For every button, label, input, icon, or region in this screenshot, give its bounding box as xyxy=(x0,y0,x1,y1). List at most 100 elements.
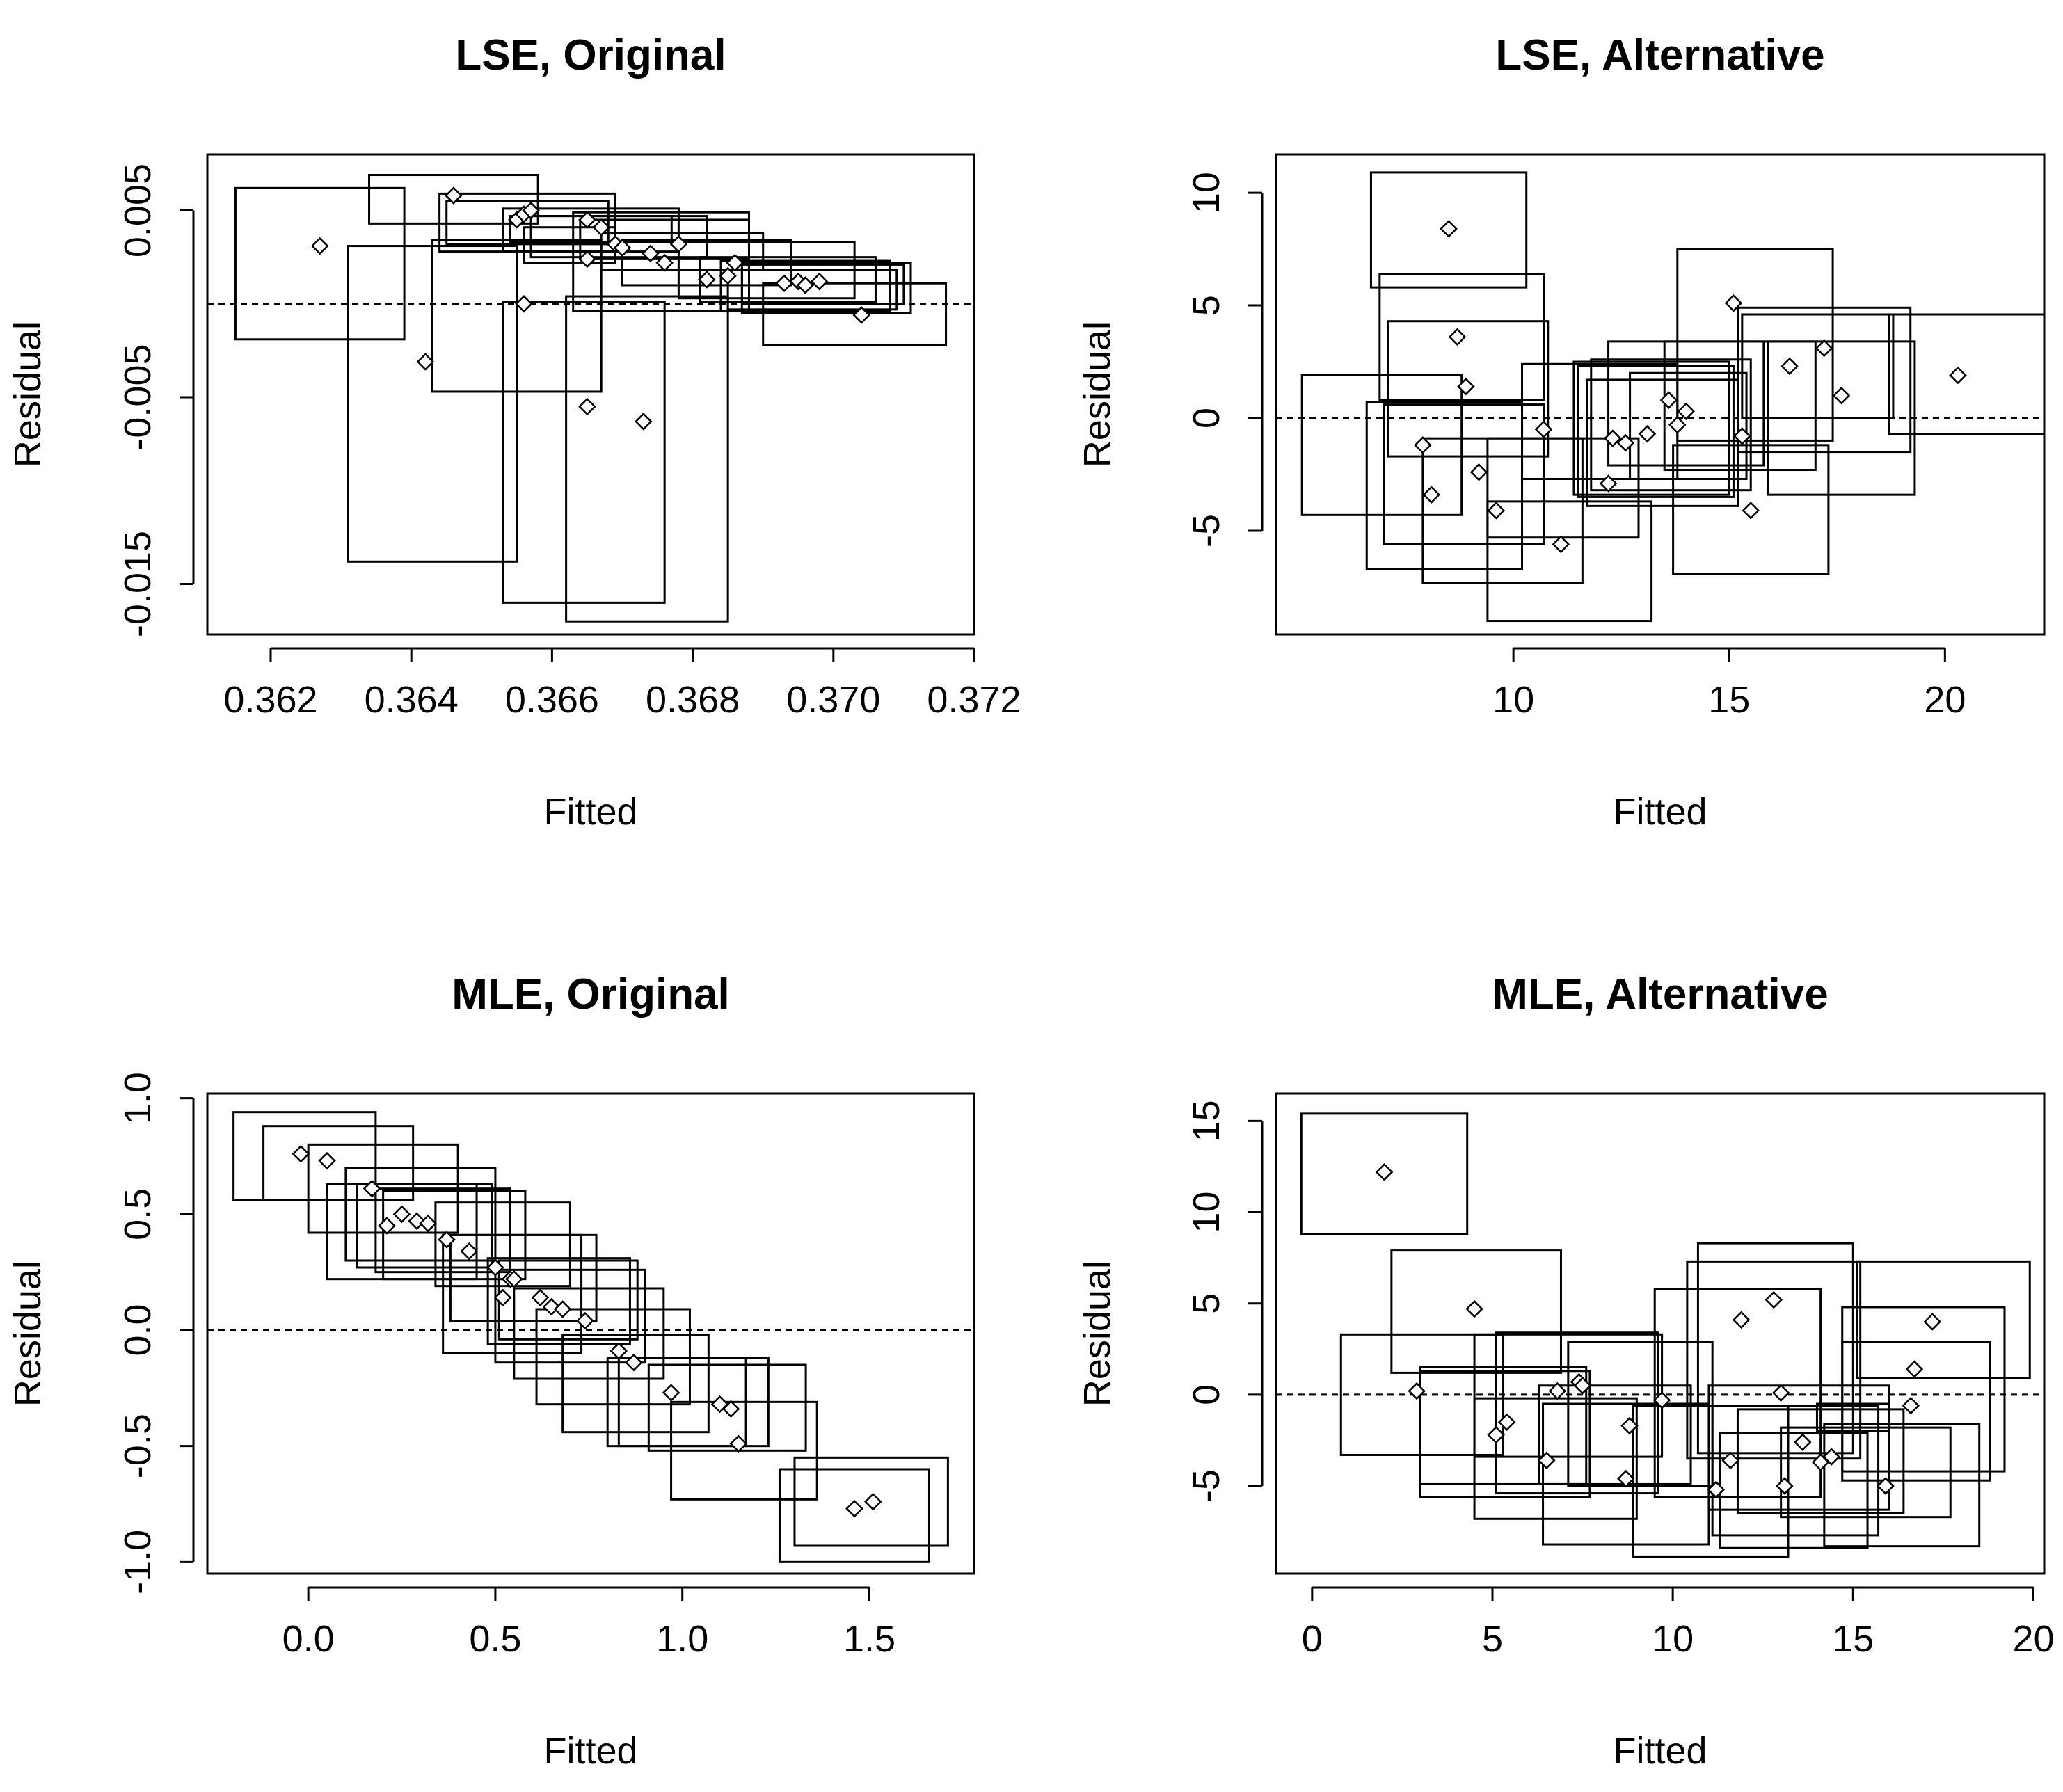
x-tick-label: 10 xyxy=(1652,1618,1694,1660)
panel-2: LSE, Alternative Fitted Residual 10 15 20 10 5 0… xyxy=(1076,31,2046,833)
data-rectangle xyxy=(1672,444,1830,575)
y-axis-label: Residual xyxy=(1076,1261,1118,1407)
data-rectangle xyxy=(1521,362,1679,480)
x-tick-label: 0 xyxy=(1302,1618,1323,1660)
data-rectangle xyxy=(368,174,539,225)
data-rectangle xyxy=(1676,248,1834,442)
data-point xyxy=(522,201,540,220)
data-point xyxy=(1408,1382,1426,1400)
data-rectangle xyxy=(1383,403,1545,545)
data-rectangle xyxy=(1369,171,1528,289)
data-point xyxy=(1765,1290,1783,1309)
x-tick-label: 0.370 xyxy=(786,679,880,721)
data-point xyxy=(408,1212,426,1231)
data-point xyxy=(1771,1384,1790,1402)
data-point xyxy=(1465,1299,1483,1318)
data-point xyxy=(1599,474,1618,493)
data-point xyxy=(1652,1391,1671,1409)
data-point xyxy=(610,1342,628,1360)
data-rectangle xyxy=(565,295,729,623)
data-point xyxy=(845,1499,863,1518)
x-tick-label: 0.0 xyxy=(282,1618,335,1660)
data-point xyxy=(1724,294,1743,312)
data-point xyxy=(1616,433,1635,452)
data-rectangle xyxy=(449,1233,598,1322)
data-point xyxy=(363,1179,381,1198)
data-rectangle xyxy=(234,186,406,341)
data-point xyxy=(1923,1313,1942,1331)
x-tick-label: 0.372 xyxy=(927,679,1021,721)
y-tick-label: -5 xyxy=(1186,1469,1227,1503)
data-rectangle xyxy=(502,301,666,604)
y-tick-label: -0.005 xyxy=(117,344,159,450)
data-point xyxy=(635,413,653,431)
data-point xyxy=(729,1434,748,1453)
x-tick-label: 0.364 xyxy=(365,679,459,721)
y-tick-label: -5 xyxy=(1186,514,1227,547)
y-tick-label: -1.0 xyxy=(117,1530,159,1594)
x-tick-label: 10 xyxy=(1492,679,1534,721)
chart-title: MLE, Alternative xyxy=(1492,970,1828,1018)
data-rectangle xyxy=(1737,306,1912,454)
data-point xyxy=(1781,357,1799,376)
plot-frame xyxy=(1275,153,2046,636)
data-point xyxy=(1440,220,1458,238)
x-tick-label: 0.368 xyxy=(646,679,740,721)
panel-1: LSE, Original Fitted Residual 0.362 0.364 0.3… xyxy=(7,31,1021,833)
data-point xyxy=(1822,1448,1840,1466)
data-point xyxy=(613,239,632,257)
y-tick-label: 5 xyxy=(1186,1293,1227,1314)
data-point xyxy=(719,266,737,285)
data-rectangle xyxy=(344,1167,497,1262)
data-rectangle xyxy=(1888,313,2046,435)
data-point xyxy=(796,276,815,294)
x-tick-label: 1.5 xyxy=(843,1618,895,1660)
data-rectangle xyxy=(1473,1397,1638,1520)
chart-title: MLE, Original xyxy=(452,970,730,1018)
data-rectangle xyxy=(1486,437,1640,539)
y-tick-label: 0.0 xyxy=(117,1304,159,1356)
data-point xyxy=(486,1258,504,1277)
data-rectangle xyxy=(497,1259,639,1341)
data-rectangle xyxy=(740,262,912,314)
data-point xyxy=(1638,424,1657,443)
y-tick-label: -0.5 xyxy=(117,1414,159,1478)
data-point xyxy=(1534,420,1553,438)
data-point xyxy=(1616,1469,1635,1488)
data-rectangle xyxy=(1815,1402,1890,1432)
panel-4: MLE, Alternative Fitted Residual 0 5 10 15 20 15… xyxy=(1076,970,2054,1772)
x-tick-label: 15 xyxy=(1832,1618,1874,1660)
data-rectangle xyxy=(1577,365,1735,498)
data-point xyxy=(852,306,871,324)
y-axis-label: Residual xyxy=(1076,321,1118,467)
data-rectangle xyxy=(1365,401,1524,570)
data-point xyxy=(542,1297,561,1316)
data-rectangle xyxy=(762,282,948,346)
data-point xyxy=(292,1144,310,1163)
data-rectangle xyxy=(356,1183,493,1269)
y-tick-label: 10 xyxy=(1186,172,1227,214)
y-axis-label: Residual xyxy=(7,321,49,467)
data-rectangle xyxy=(1419,1370,1591,1498)
data-rectangle xyxy=(1841,1306,2006,1473)
chart-title: LSE, Original xyxy=(455,31,726,79)
data-rectangle xyxy=(326,1183,478,1281)
data-point xyxy=(1949,366,1967,385)
data-point xyxy=(1659,391,1678,409)
data-rectangle xyxy=(1486,500,1653,623)
data-point xyxy=(578,250,596,269)
y-axis-label: Residual xyxy=(7,1261,49,1407)
data-point xyxy=(493,1288,512,1307)
data-rectangle xyxy=(1590,358,1752,492)
data-point xyxy=(1457,377,1475,396)
data-point xyxy=(1668,415,1687,434)
data-point xyxy=(553,1300,572,1318)
data-rectangle xyxy=(262,1125,415,1201)
data-point xyxy=(1721,1451,1739,1470)
data-point xyxy=(392,1205,411,1224)
data-point xyxy=(578,211,596,229)
data-point xyxy=(1677,402,1695,421)
data-rectangle xyxy=(1339,1333,1505,1456)
data-rectangle xyxy=(1696,1242,1854,1455)
